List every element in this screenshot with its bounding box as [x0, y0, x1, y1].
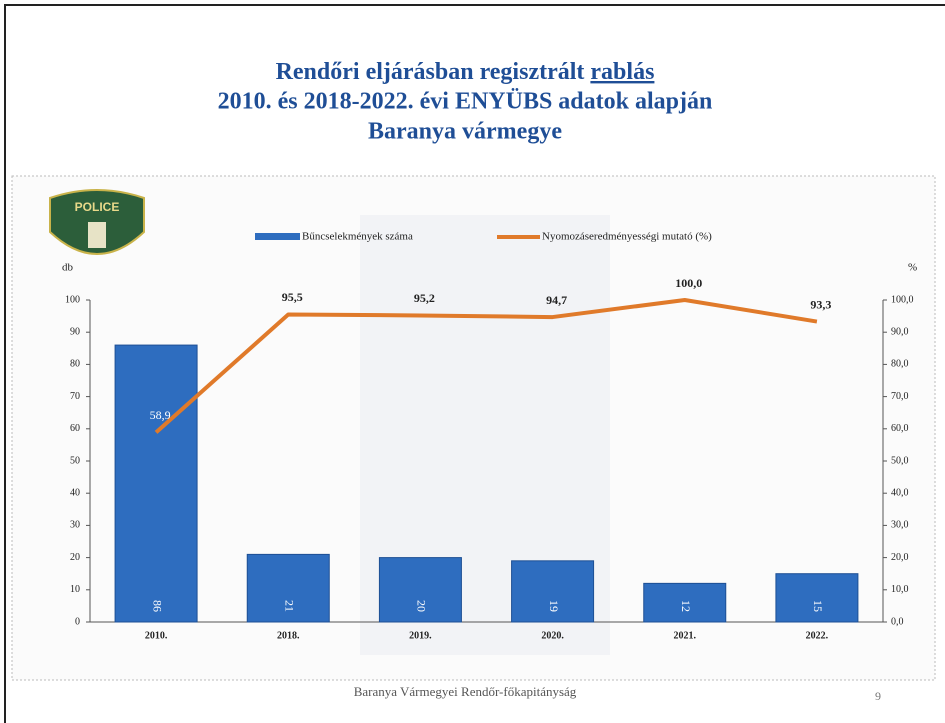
- x-tick-label: 2020.: [541, 630, 564, 641]
- y2-tick-label: 90,0: [891, 326, 909, 337]
- x-tick-label: 2010.: [145, 630, 168, 641]
- bar-value-label: 19: [547, 600, 561, 612]
- logo-tower: [88, 222, 106, 248]
- legend-swatch: [255, 233, 300, 240]
- bar: [776, 574, 858, 622]
- bar-value-label: 21: [283, 600, 297, 612]
- bar-value-label: 15: [811, 600, 825, 612]
- y-tick-label: 100: [65, 294, 80, 305]
- legend-label: Bűncselekmények száma: [302, 231, 413, 243]
- slide: Rendőri eljárásban regisztrált rablás 20…: [0, 0, 945, 723]
- x-tick-label: 2019.: [409, 630, 432, 641]
- y-tick-label: 60: [70, 423, 80, 434]
- line-value-label: 95,2: [414, 291, 435, 305]
- y2-tick-label: 40,0: [891, 487, 909, 498]
- y2-tick-label: 80,0: [891, 359, 909, 370]
- title-line-3: Baranya vármegye: [368, 119, 562, 145]
- line-value-label: 93,3: [810, 297, 831, 311]
- y-tick-label: 40: [70, 487, 80, 498]
- y-tick-label: 90: [70, 326, 80, 337]
- page-number: 9: [875, 689, 881, 703]
- y-tick-label: 0: [75, 616, 80, 627]
- line-value-label: 58,9: [150, 408, 171, 422]
- line-value-label: 95,5: [282, 290, 303, 304]
- legend-label: Nyomozáseredményességi mutató (%): [542, 231, 712, 243]
- y-tick-label: 50: [70, 455, 80, 466]
- title-emphasis: rablás: [590, 59, 654, 85]
- y2-tick-label: 50,0: [891, 455, 909, 466]
- y-tick-label: 80: [70, 359, 80, 370]
- y2-tick-label: 100,0: [891, 294, 914, 305]
- x-tick-label: 2018.: [277, 630, 300, 641]
- police-logo: POLICE: [50, 190, 144, 254]
- y2-tick-label: 0,0: [891, 616, 904, 627]
- y2-axis-label: %: [908, 262, 917, 274]
- logo-text: POLICE: [75, 200, 120, 214]
- bar: [115, 345, 197, 622]
- bar: [379, 558, 461, 622]
- y2-tick-label: 30,0: [891, 520, 909, 531]
- x-tick-label: 2021.: [674, 630, 697, 641]
- y-tick-label: 70: [70, 391, 80, 402]
- y2-tick-label: 70,0: [891, 391, 909, 402]
- y2-tick-label: 60,0: [891, 423, 909, 434]
- y2-tick-label: 20,0: [891, 552, 909, 563]
- y-axis-label: db: [62, 262, 74, 274]
- title-line-2: 2010. és 2018-2022. évi ENYÜBS adatok al…: [218, 89, 713, 115]
- y2-tick-label: 10,0: [891, 584, 909, 595]
- y-tick-label: 20: [70, 552, 80, 563]
- bar: [512, 561, 594, 622]
- bar-value-label: 12: [679, 600, 693, 612]
- x-tick-label: 2022.: [806, 630, 829, 641]
- title-text: Rendőri eljárásban regisztrált: [276, 59, 585, 85]
- title-line-1: Rendőri eljárásban regisztrált rablás: [276, 59, 655, 85]
- line-value-label: 100,0: [675, 276, 702, 290]
- line-value-label: 94,7: [546, 293, 567, 307]
- bar-value-label: 20: [415, 600, 429, 612]
- footer: Baranya Vármegyei Rendőr-főkapitányság: [354, 684, 577, 699]
- y-tick-label: 30: [70, 520, 80, 531]
- y-tick-label: 10: [70, 584, 80, 595]
- bar-value-label: 86: [150, 600, 164, 612]
